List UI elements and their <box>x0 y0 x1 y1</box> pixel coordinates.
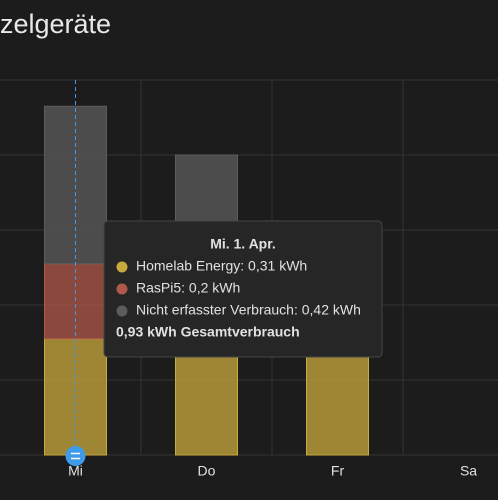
bar-segment <box>306 342 369 456</box>
tooltip-title: Mi. 1. Apr. <box>210 236 276 252</box>
bar-segment <box>44 338 107 456</box>
tooltip-total: 0,93 kWh Gesamtverbrauch <box>116 324 300 340</box>
legend-dot <box>116 261 128 273</box>
tooltip-line: Homelab Energy: 0,31 kWh <box>136 258 307 274</box>
tooltip: Mi. 1. Apr. 0,93 kWh Gesamtverbrauch Hom… <box>103 220 383 358</box>
tooltip-box <box>103 220 383 358</box>
x-tick-label: Do <box>198 463 216 479</box>
cursor-handle[interactable] <box>65 446 86 466</box>
card-title: zelgeräte <box>0 9 111 39</box>
x-tick-label: Mi <box>68 463 83 479</box>
tooltip-line: Nicht erfasster Verbrauch: 0,42 kWh <box>136 302 361 318</box>
legend-dot <box>116 283 128 295</box>
x-tick-label: Sa <box>460 463 477 479</box>
legend-dot <box>116 305 128 317</box>
bar-segment <box>175 338 238 456</box>
x-tick-label: Fr <box>331 463 345 479</box>
tooltip-line: RasPi5: 0,2 kWh <box>136 280 240 296</box>
